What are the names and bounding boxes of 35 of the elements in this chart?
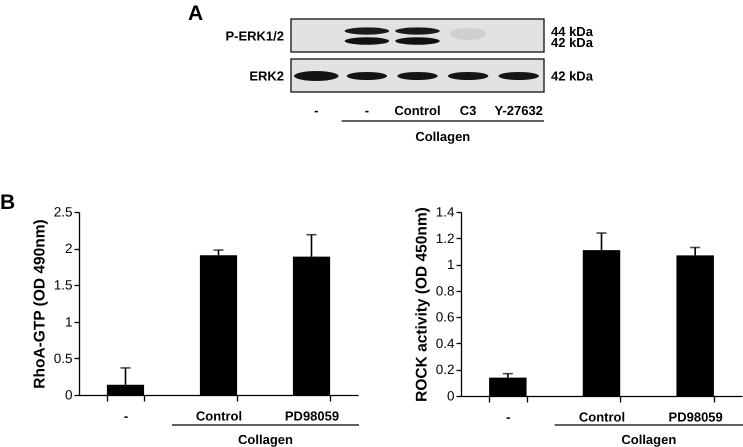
x-tick-label: PD98059 <box>668 410 723 424</box>
y-tick-label: 2 <box>64 241 72 256</box>
category-label: P-ERK1/2 <box>225 28 284 44</box>
text: Collagen <box>238 432 293 447</box>
text: A <box>188 2 204 25</box>
y-tick-label: 1.2 <box>436 230 454 246</box>
x-tick-label: - <box>506 410 511 424</box>
y-tick-label: 1 <box>64 314 72 330</box>
y-tick-label: 1 <box>446 257 454 272</box>
y-tick-label: 0 <box>64 388 72 402</box>
y-tick-label: 1.4 <box>436 204 455 220</box>
category-label: - <box>364 103 370 118</box>
text: Collagen <box>415 129 470 144</box>
category-label: Control <box>394 103 441 118</box>
y-tick-label: 1.5 <box>54 278 72 293</box>
y-tick-label: 0 <box>446 388 454 404</box>
x-tick-label: - <box>124 408 128 424</box>
y-axis-title: RhoA-GTP (OD 490nm) <box>32 219 49 389</box>
text: Collagen <box>621 432 676 447</box>
x-tick-label: Control <box>196 408 242 424</box>
y-tick-label: 0.5 <box>54 350 72 366</box>
y-tick-label: 2.5 <box>54 204 72 220</box>
y-tick-label: 0.8 <box>436 283 454 298</box>
category-label: C3 <box>460 103 476 118</box>
category-label: Y-27632 <box>494 103 543 118</box>
y-tick-label: 0.6 <box>436 310 454 325</box>
y-tick-label: 0.4 <box>436 336 455 351</box>
category-label: ERK2 <box>249 68 284 84</box>
chart-title: B <box>0 191 16 214</box>
x-tick-label: PD98059 <box>284 408 340 424</box>
y-tick-label: 0.2 <box>436 362 454 378</box>
x-tick-label: Control <box>578 410 626 424</box>
category-label: - <box>314 103 318 118</box>
text: 42 kDa <box>551 68 594 84</box>
y-axis-title: ROCK activity (OD 450nm) <box>414 207 431 402</box>
